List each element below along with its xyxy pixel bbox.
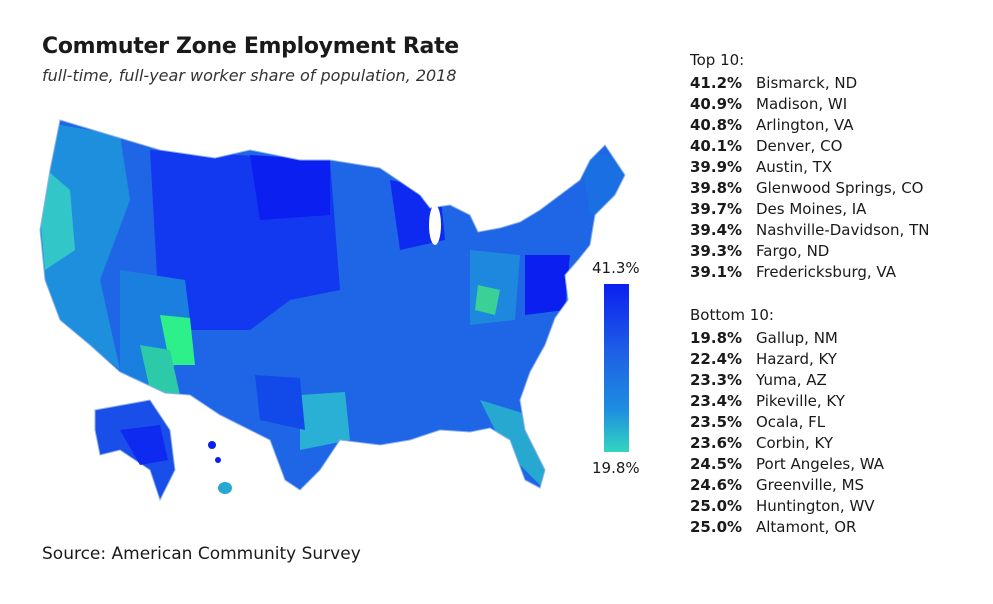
top10-row: 39.7% Des Moines, IA — [690, 199, 929, 220]
rank-zone: Corbin, KY — [756, 434, 834, 452]
top10-heading: Top 10: — [690, 51, 745, 69]
rank-value: 39.1% — [690, 263, 743, 281]
bottom10-row: 24.6% Greenville, MS — [690, 475, 884, 496]
legend-min-label: 19.8% — [592, 459, 640, 477]
bottom10-row: 25.0% Altamont, OR — [690, 517, 884, 538]
rank-value: 25.0% — [690, 497, 743, 515]
rank-zone: Pikeville, KY — [756, 392, 845, 410]
rank-value: 23.3% — [690, 371, 743, 389]
rank-zone: Madison, WI — [756, 95, 848, 113]
bottom10-row: 24.5% Port Angeles, WA — [690, 454, 884, 475]
alaska-high-zone — [120, 425, 168, 465]
bottom10-heading: Bottom 10: — [690, 306, 774, 324]
rank-zone: Ocala, FL — [756, 413, 826, 431]
rank-zone: Des Moines, IA — [756, 200, 867, 218]
top10-row: 39.9% Austin, TX — [690, 157, 929, 178]
rank-value: 23.6% — [690, 434, 743, 452]
rank-zone: Port Angeles, WA — [756, 455, 885, 473]
rank-value: 41.2% — [690, 74, 743, 92]
rank-value: 39.9% — [690, 158, 743, 176]
hawaii-big-island — [218, 482, 232, 494]
rank-zone: Denver, CO — [756, 137, 843, 155]
lake-michigan — [429, 205, 441, 245]
top10-row: 39.8% Glenwood Springs, CO — [690, 178, 929, 199]
hawaii-island-2 — [215, 457, 221, 463]
legend-gradient-bar — [604, 284, 629, 452]
rank-value: 23.5% — [690, 413, 743, 431]
top10-row: 39.4% Nashville-Davidson, TN — [690, 220, 929, 241]
rank-zone: Yuma, AZ — [756, 371, 827, 389]
rank-zone: Greenville, MS — [756, 476, 865, 494]
source-note: Source: American Community Survey — [42, 544, 361, 564]
bottom10-row: 22.4% Hazard, KY — [690, 349, 884, 370]
bottom10-row: 23.4% Pikeville, KY — [690, 391, 884, 412]
top10-row: 40.9% Madison, WI — [690, 94, 929, 115]
rank-zone: Austin, TX — [756, 158, 833, 176]
top10-list: Top 10: 41.2% Bismarck, ND 40.9% Madison, … — [690, 50, 929, 283]
hawaii-island-1 — [208, 441, 216, 449]
bottom10-list: Bottom 10: 19.8% Gallup, NM 22.4% Hazard, … — [690, 305, 884, 538]
map-subtitle: full-time, full-year worker share of pop… — [42, 66, 457, 85]
rank-value: 24.5% — [690, 455, 743, 473]
rank-value: 22.4% — [690, 350, 743, 368]
bottom10-row: 23.6% Corbin, KY — [690, 433, 884, 454]
top10-row: 40.1% Denver, CO — [690, 136, 929, 157]
rank-value: 39.4% — [690, 221, 743, 239]
rank-zone: Nashville-Davidson, TN — [756, 221, 930, 239]
rank-value: 40.1% — [690, 137, 743, 155]
rank-zone: Bismarck, ND — [756, 74, 858, 92]
map-title: Commuter Zone Employment Rate — [42, 34, 459, 59]
rank-value: 39.7% — [690, 200, 743, 218]
rank-zone: Hazard, KY — [756, 350, 837, 368]
rank-zone: Huntington, WV — [756, 497, 875, 515]
rank-zone: Glenwood Springs, CO — [756, 179, 924, 197]
rank-value: 39.3% — [690, 242, 743, 260]
bottom10-row: 23.5% Ocala, FL — [690, 412, 884, 433]
top10-row: 40.8% Arlington, VA — [690, 115, 929, 136]
bottom10-row: 25.0% Huntington, WV — [690, 496, 884, 517]
rank-value: 24.6% — [690, 476, 743, 494]
rank-zone: Arlington, VA — [756, 116, 854, 134]
top10-row: 39.3% Fargo, ND — [690, 241, 929, 262]
bottom10-row: 19.8% Gallup, NM — [690, 328, 884, 349]
rank-value: 40.8% — [690, 116, 743, 134]
rank-value: 25.0% — [690, 518, 743, 536]
rank-zone: Gallup, NM — [756, 329, 838, 347]
top10-row: 39.1% Fredericksburg, VA — [690, 262, 929, 283]
rank-zone: Fargo, ND — [756, 242, 830, 260]
rank-value: 19.8% — [690, 329, 743, 347]
rank-value: 23.4% — [690, 392, 743, 410]
top10-row: 41.2% Bismarck, ND — [690, 73, 929, 94]
rank-zone: Fredericksburg, VA — [756, 263, 896, 281]
bottom10-row: 23.3% Yuma, AZ — [690, 370, 884, 391]
rank-value: 40.9% — [690, 95, 743, 113]
rank-value: 39.8% — [690, 179, 743, 197]
legend-max-label: 41.3% — [592, 259, 640, 277]
rank-zone: Altamont, OR — [756, 518, 857, 536]
